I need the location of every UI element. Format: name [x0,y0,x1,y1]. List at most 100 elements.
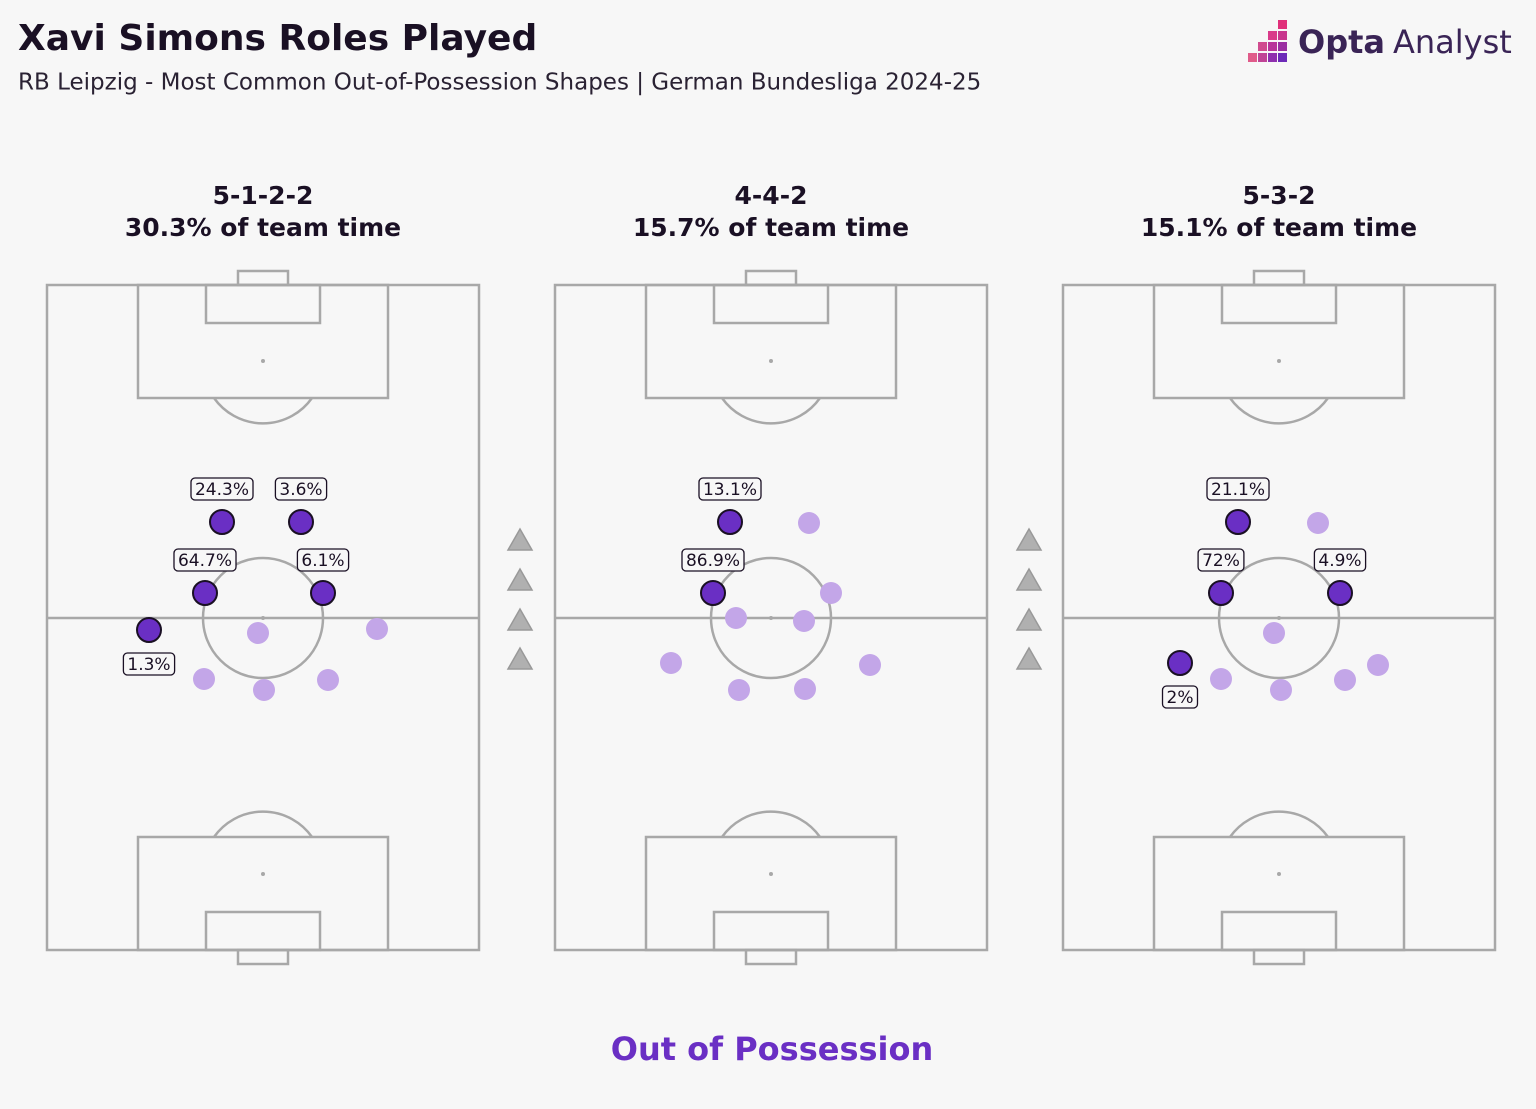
teammate-dot [859,654,881,676]
penalty-arc [1228,397,1330,425]
role-label-box [296,548,350,572]
role-label: 86.9% [686,551,740,571]
penalty-arc [1228,810,1330,838]
box [1252,269,1306,287]
role-label-box [190,477,254,501]
role-label: 4.9% [1318,551,1361,571]
center-spot [261,616,265,620]
teammate-dot [793,610,815,632]
teammate-dot [1270,679,1292,701]
role-label: 6.1% [301,551,344,571]
penalty-arc [720,397,822,425]
role-dot [717,509,743,535]
formation: 5-3-2 [1243,181,1316,210]
role-label-box [1206,477,1270,501]
teammate-dot [317,669,339,691]
teammate-dot [1210,668,1232,690]
direction-arrow [506,527,534,551]
team-time-share: 30.3% of team time [125,213,401,242]
title: Xavi Simons Roles Played [18,18,537,59]
direction-arrow [1015,646,1043,670]
role-label: 1.3% [127,655,170,675]
role-label-box [274,477,328,501]
pitch: 21.1% 72% 4.9% 2% [1061,269,1497,966]
box [744,948,798,966]
teammate-dot [366,618,388,640]
penalty-arc [720,810,822,838]
role-dot [192,580,218,606]
penalty-spot [769,872,773,876]
center-circle [1217,556,1341,680]
center-circle [201,556,325,680]
direction-arrow [1015,607,1043,631]
direction-arrow [1015,567,1043,591]
role-label: 2% [1167,688,1194,708]
penalty-arc [212,397,314,425]
teammate-dot [794,678,816,700]
penalty-arc [212,810,314,838]
role-label-box [1161,685,1199,709]
teammate-dot [1367,654,1389,676]
direction-arrow [1015,527,1043,551]
team-time-share: 15.1% of team time [1141,213,1417,242]
teammate-dot [247,622,269,644]
direction-arrow [506,567,534,591]
teammate-dot [193,668,215,690]
teammate-dot [798,512,820,534]
teammate-dot [725,607,747,629]
role-label: 64.7% [178,551,232,571]
direction-arrow [506,607,534,631]
role-label: 24.3% [195,480,249,500]
role-label-box [1313,548,1367,572]
center-spot [1277,616,1281,620]
role-label: 21.1% [1211,480,1265,500]
teammate-dot [1263,622,1285,644]
role-label: 72% [1202,551,1240,571]
role-dot [1167,650,1193,676]
formation: 4-4-2 [735,181,808,210]
footer: Out of Possession [611,1030,934,1068]
subtitle: RB Leipzig - Most Common Out-of-Possessi… [18,70,981,96]
role-dot [700,580,726,606]
brand: Opta Analyst [1298,23,1512,61]
role-label-box [173,548,237,572]
logo-icon [1248,20,1287,62]
penalty-spot [1277,359,1281,363]
brand-light: Analyst [1393,23,1512,61]
penalty-spot [261,359,265,363]
role-label-box [1197,548,1245,572]
brand-bold: Opta [1298,23,1385,61]
box [236,948,290,966]
role-label-box [122,652,176,676]
role-dot [288,509,314,535]
role-label: 13.1% [703,480,757,500]
role-dot [1327,580,1353,606]
penalty-spot [769,359,773,363]
role-label: 3.6% [279,480,322,500]
role-dot [209,509,235,535]
pitch: 24.3% 3.6% 64.7% 6.1% 1.3% [45,269,481,966]
teammate-dot [253,679,275,701]
formation: 5-1-2-2 [213,181,314,210]
teammate-dot [1334,669,1356,691]
box [236,269,290,287]
direction-arrow [506,646,534,670]
role-label-box [681,548,745,572]
team-time-share: 15.7% of team time [633,213,909,242]
teammate-dot [1307,512,1329,534]
center-circle [709,556,833,680]
teammate-dot [820,582,842,604]
role-dot [136,617,162,643]
penalty-spot [261,872,265,876]
pitch: 13.1% 86.9% [553,269,989,966]
box [744,269,798,287]
teammate-dot [728,679,750,701]
center-spot [769,616,773,620]
box [1252,948,1306,966]
role-dot [310,580,336,606]
role-dot [1225,509,1251,535]
teammate-dot [660,652,682,674]
